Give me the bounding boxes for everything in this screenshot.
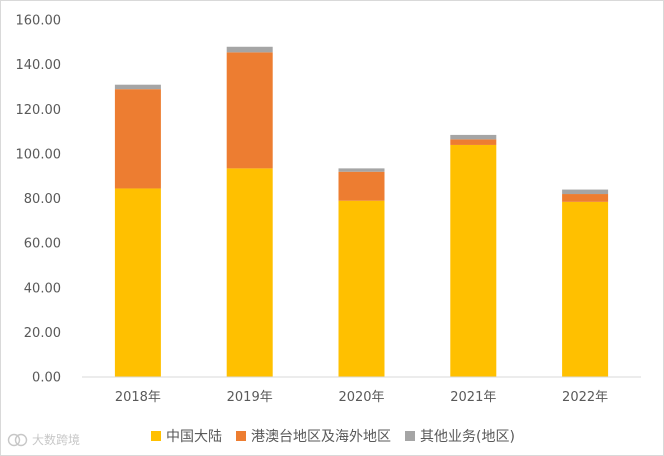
y-tick-label: 140.00 bbox=[16, 58, 62, 73]
bar-segment-other bbox=[226, 46, 273, 53]
legend-swatch-overseas bbox=[236, 431, 246, 441]
bar-segment-mainland bbox=[562, 201, 609, 377]
watermark-text: 大数跨境 bbox=[32, 433, 81, 447]
legend-item-other: 其他业务(地区) bbox=[405, 426, 515, 446]
bar-segment-overseas bbox=[226, 52, 273, 169]
bar-segment-other bbox=[562, 189, 609, 195]
bar-segment-overseas bbox=[114, 89, 161, 189]
bar-segment-other bbox=[338, 168, 385, 172]
logo-icon bbox=[7, 433, 28, 446]
bar-segment-mainland bbox=[226, 168, 273, 377]
watermark: 大数跨境 bbox=[7, 431, 80, 448]
x-axis: 2018年 2019年 2020年 2021年 2022年 bbox=[115, 390, 608, 405]
bar-segment-other bbox=[114, 84, 161, 90]
y-tick-label: 100.00 bbox=[16, 147, 62, 162]
bar-segment-mainland bbox=[338, 200, 385, 377]
legend-swatch-other bbox=[405, 431, 415, 441]
bars bbox=[114, 46, 609, 377]
y-tick-label: 120.00 bbox=[16, 103, 62, 118]
bar-segment-other bbox=[450, 134, 497, 140]
bar-segment-overseas bbox=[562, 194, 609, 202]
legend: 中国大陆 港澳台地区及海外地区 其他业务(地区) bbox=[151, 425, 515, 447]
bar-segment-mainland bbox=[450, 144, 497, 377]
bar-segment-mainland bbox=[114, 188, 161, 377]
legend-label-mainland: 中国大陆 bbox=[166, 429, 222, 445]
bar-segment-overseas bbox=[450, 139, 497, 145]
y-tick-label: 20.00 bbox=[24, 326, 61, 341]
y-tick-label: 0.00 bbox=[32, 371, 61, 386]
y-tick-label: 80.00 bbox=[24, 192, 61, 207]
legend-item-mainland: 中国大陆 bbox=[151, 426, 222, 446]
y-tick-label: 160.00 bbox=[16, 14, 62, 29]
y-tick-label: 40.00 bbox=[24, 281, 61, 296]
legend-label-other: 其他业务(地区) bbox=[420, 429, 515, 445]
y-tick-label: 60.00 bbox=[24, 237, 61, 252]
x-tick-label: 2021年 bbox=[450, 390, 496, 405]
legend-swatch-mainland bbox=[151, 431, 161, 441]
bar-segment-overseas bbox=[338, 171, 385, 201]
legend-item-overseas: 港澳台地区及海外地区 bbox=[236, 426, 391, 446]
x-tick-label: 2022年 bbox=[562, 390, 608, 405]
x-tick-label: 2019年 bbox=[227, 390, 273, 405]
y-axis: 0.00 20.00 40.00 60.00 80.00 100.00 120.00 140.… bbox=[16, 14, 62, 386]
x-tick-label: 2018年 bbox=[115, 390, 161, 405]
x-tick-label: 2020年 bbox=[338, 390, 384, 405]
legend-label-overseas: 港澳台地区及海外地区 bbox=[251, 429, 391, 445]
stacked-bar-chart: 0.00 20.00 40.00 60.00 80.00 100.00 120.00 140.… bbox=[16, 14, 641, 405]
